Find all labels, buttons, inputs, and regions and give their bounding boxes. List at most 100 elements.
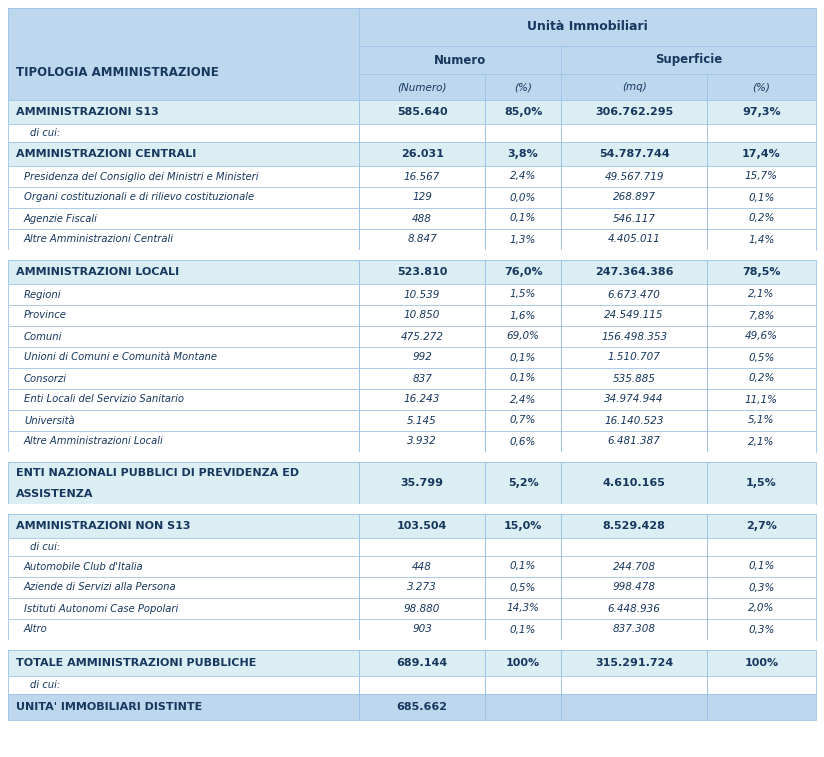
Bar (707, 368, 816, 389)
Bar (485, 556, 561, 577)
Bar (707, 619, 816, 640)
Text: 1,3%: 1,3% (510, 235, 536, 245)
Bar (707, 142, 816, 166)
Bar (561, 619, 707, 640)
Bar (561, 462, 707, 504)
Bar (359, 389, 485, 410)
Bar (8, 538, 359, 556)
Bar (561, 538, 707, 556)
Bar (485, 166, 561, 187)
Bar (359, 598, 485, 619)
Bar (8, 389, 359, 410)
Bar (485, 676, 561, 694)
Bar (8, 619, 359, 640)
Text: 103.504: 103.504 (397, 521, 447, 531)
Text: (%): (%) (514, 82, 532, 92)
Bar (359, 124, 485, 142)
Bar (561, 100, 707, 124)
Bar (485, 650, 561, 676)
Bar (485, 124, 561, 142)
Text: 8.847: 8.847 (407, 235, 437, 245)
Text: AMMINISTRAZIONI S13: AMMINISTRAZIONI S13 (16, 107, 159, 117)
Text: 0,1%: 0,1% (510, 373, 536, 384)
Bar (8, 142, 359, 166)
Bar (8, 187, 359, 208)
Text: (mq): (mq) (622, 82, 647, 92)
Bar (485, 229, 561, 250)
Bar (8, 694, 359, 720)
Text: 2,1%: 2,1% (748, 289, 775, 300)
Bar (8, 326, 359, 347)
Text: 0,3%: 0,3% (748, 582, 775, 593)
Text: Enti Locali del Servizio Sanitario: Enti Locali del Servizio Sanitario (24, 394, 184, 404)
Bar (707, 538, 816, 556)
Text: 1.510.707: 1.510.707 (608, 353, 661, 363)
Bar (707, 305, 816, 326)
Bar (359, 305, 485, 326)
Bar (485, 260, 561, 284)
Text: 546.117: 546.117 (613, 213, 656, 223)
Bar (707, 250, 816, 260)
Bar (8, 462, 359, 504)
Text: 8.529.428: 8.529.428 (603, 521, 666, 531)
Text: Università: Università (24, 416, 75, 425)
Bar (485, 640, 561, 650)
Bar (8, 284, 359, 305)
Text: Regioni: Regioni (24, 289, 62, 300)
Bar (8, 8, 359, 100)
Text: AMMINISTRAZIONI NON S13: AMMINISTRAZIONI NON S13 (16, 521, 190, 531)
Bar (561, 431, 707, 452)
Bar (359, 74, 485, 100)
Bar (707, 389, 816, 410)
Bar (561, 284, 707, 305)
Bar (707, 577, 816, 598)
Bar (359, 100, 485, 124)
Text: 535.885: 535.885 (613, 373, 656, 384)
Bar (359, 187, 485, 208)
Text: 244.708: 244.708 (613, 562, 656, 572)
Bar (359, 431, 485, 452)
Bar (561, 124, 707, 142)
Bar (359, 142, 485, 166)
Bar (8, 305, 359, 326)
Bar (707, 124, 816, 142)
Bar (8, 305, 359, 326)
Bar (359, 676, 485, 694)
Text: 6.673.470: 6.673.470 (608, 289, 661, 300)
Bar (561, 326, 707, 347)
Bar (485, 431, 561, 452)
Text: 14,3%: 14,3% (507, 603, 540, 613)
Text: 2,7%: 2,7% (746, 521, 777, 531)
Bar (8, 577, 359, 598)
Bar (8, 124, 359, 142)
Bar (707, 556, 816, 577)
Text: 5.145: 5.145 (407, 416, 437, 425)
Bar (561, 368, 707, 389)
Text: 97,3%: 97,3% (742, 107, 781, 117)
Text: 49.567.719: 49.567.719 (605, 172, 664, 182)
Bar (485, 347, 561, 368)
Bar (707, 640, 816, 650)
Bar (707, 124, 816, 142)
Bar (707, 598, 816, 619)
Text: 16.567: 16.567 (404, 172, 440, 182)
Bar (485, 368, 561, 389)
Text: 315.291.724: 315.291.724 (595, 658, 673, 668)
Bar (561, 229, 707, 250)
Text: 85,0%: 85,0% (504, 107, 542, 117)
Bar (485, 694, 561, 720)
Bar (359, 694, 485, 720)
Text: 0,2%: 0,2% (748, 213, 775, 223)
Bar (485, 347, 561, 368)
Bar (561, 166, 707, 187)
Bar (8, 640, 359, 650)
Text: di cui:: di cui: (30, 128, 60, 138)
Bar (485, 598, 561, 619)
Text: 6.448.936: 6.448.936 (608, 603, 661, 613)
Bar (485, 410, 561, 431)
Text: 0,6%: 0,6% (510, 437, 536, 447)
Bar (561, 694, 707, 720)
Text: 0,1%: 0,1% (510, 213, 536, 223)
Text: 15,7%: 15,7% (745, 172, 778, 182)
Text: AMMINISTRAZIONI LOCALI: AMMINISTRAZIONI LOCALI (16, 267, 179, 277)
